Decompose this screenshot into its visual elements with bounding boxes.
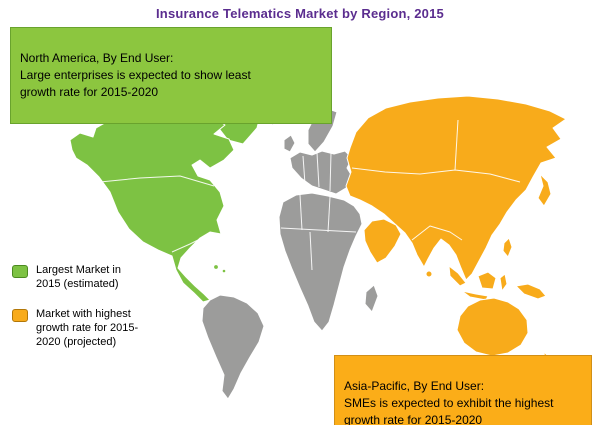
country-border-line [171,235,207,253]
region-asia [345,95,567,281]
region-australia [456,297,529,357]
region-borneo [477,271,497,290]
country-borders [99,119,521,271]
country-border-line [327,196,331,233]
country-border-line [309,231,313,271]
country-border-line [411,225,463,241]
region-philippines [502,237,513,258]
region-japan [537,173,552,207]
legend: Largest Market in 2015 (estimated) Marke… [12,263,138,365]
country-border-line [454,119,459,171]
region-java [461,290,489,301]
region-africa [278,192,363,332]
country-border-line [351,167,521,183]
region-sumatra [448,265,467,287]
region-sulawesi [499,273,508,292]
region-arabian-peninsula [363,218,402,264]
region-europe [289,150,354,195]
region-new-guinea [515,283,547,300]
country-border-line [299,194,303,231]
country-border-line [99,175,215,187]
legend-label-largest-market: Largest Market in 2015 (estimated) [36,264,121,290]
callout-north-america: North America, By End User: Large enterp… [10,27,332,124]
callout-asia-pacific: Asia-Pacific, By End User: SMEs is expec… [334,355,592,425]
legend-swatch-orange [12,309,28,322]
region-sri-lanka [425,270,433,278]
callout-north-america-text: North America, By End User: Large enterp… [20,51,251,99]
region-caribbean-island [213,264,219,270]
page-title: Insurance Telematics Market by Region, 2… [156,6,444,21]
country-border-line [280,227,357,233]
legend-label-highest-growth: Market with highest growth rate for 2015… [36,308,139,348]
region-caribbean-island [221,268,227,274]
country-border-line [302,155,306,185]
country-border-line [316,152,320,188]
region-south-america [201,294,265,400]
region-united-kingdom [283,134,296,153]
region-madagascar [364,284,379,313]
legend-swatch-green [12,265,28,278]
callout-asia-pacific-text: Asia-Pacific, By End User: SMEs is expec… [344,379,554,425]
legend-item-largest-market: Largest Market in 2015 (estimated) [12,263,138,291]
country-border-line [329,152,332,192]
legend-item-highest-growth: Market with highest growth rate for 2015… [12,307,138,349]
